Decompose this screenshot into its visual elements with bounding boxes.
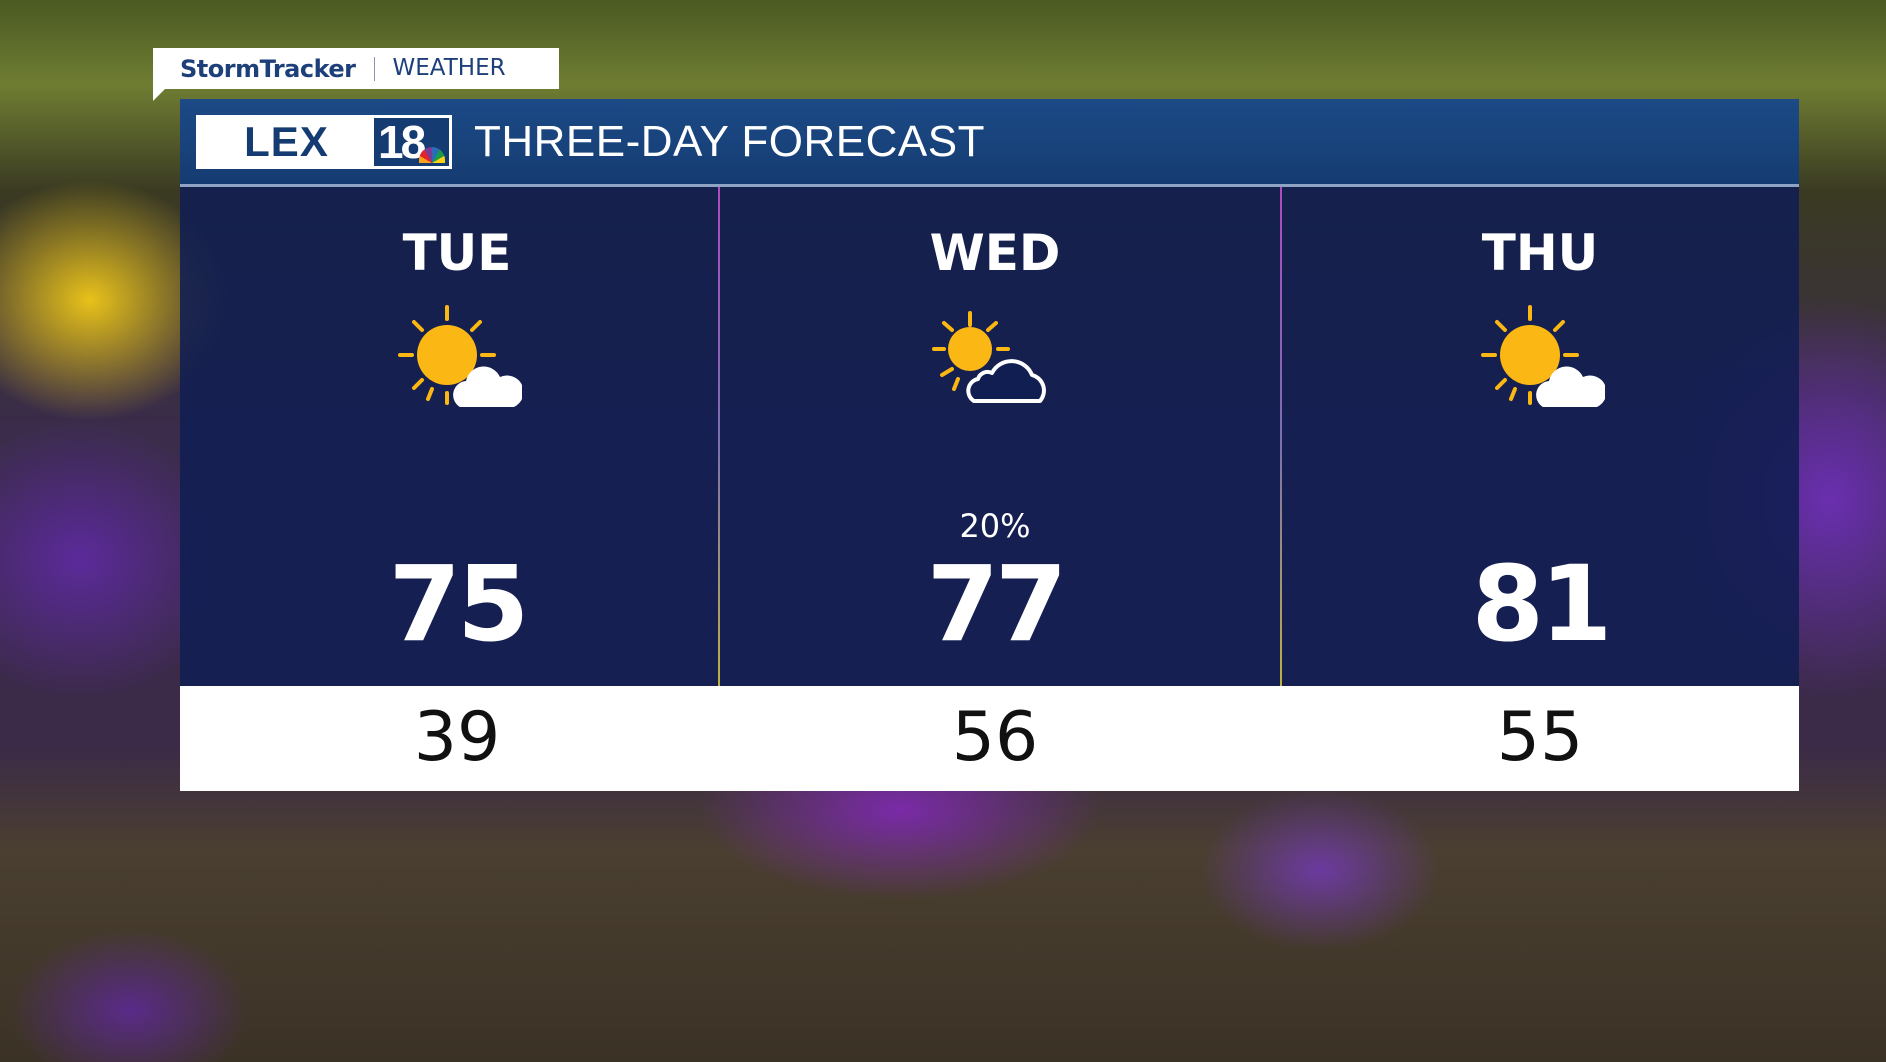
lows-strip: 39 56 55 [180,686,1799,791]
column-divider [718,187,720,686]
page-title: THREE-DAY FORECAST [474,116,985,166]
divider [373,56,375,81]
day-column-tue: TUE 75 [217,187,697,686]
sun-small-cloud-icon [392,303,522,413]
stormtracker-label: StormTracker [180,54,356,83]
highs-area: TUE 75 WED 20% 77 THU 81 [180,187,1799,686]
day-column-thu: THU 81 [1300,187,1780,686]
day-label: THU [1481,224,1599,282]
lex18-logo: LEX 18 [196,114,452,169]
partly-cloudy-outline-icon [930,303,1060,413]
day-column-wed: WED 20% 77 [755,187,1235,686]
forecast-panel: LEX 18 THREE-DAY FORECAST TUE 75 WED 20% … [180,99,1799,791]
nbc-peacock-icon [419,146,446,163]
low-temp-tue: 39 [413,698,501,777]
weather-label: WEATHER [392,55,506,81]
sun-small-cloud-icon [1475,303,1605,413]
stormtracker-tab: StormTracker WEATHER [153,48,559,101]
high-temp: 77 [926,543,1068,665]
forecast-header: LEX 18 THREE-DAY FORECAST [180,99,1799,187]
low-temp-thu: 55 [1496,698,1584,777]
high-temp: 81 [1471,543,1613,665]
day-label: TUE [402,224,512,282]
precip-chance: 20% [959,507,1031,545]
column-divider [1280,187,1282,686]
high-temp: 75 [388,543,530,665]
day-label: WED [929,224,1061,282]
low-temp-wed: 56 [951,698,1039,777]
